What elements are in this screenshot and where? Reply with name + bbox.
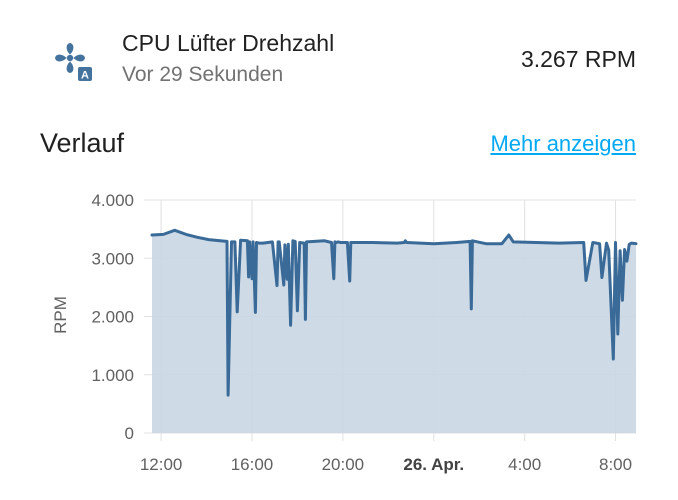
x-tick-label: 16:00	[231, 455, 274, 474]
history-title: Verlauf	[40, 128, 125, 158]
show-more-link[interactable]: Mehr anzeigen	[490, 131, 636, 156]
entity-state-value: 3.267 RPM	[520, 46, 636, 72]
y-tick-label: 3.000	[91, 249, 134, 268]
series-line	[150, 228, 638, 397]
entity-header[interactable]: A CPU Lüfter Drehzahl Vor 29 Sekunden 3.…	[0, 0, 678, 110]
y-tick-label: 2.000	[91, 308, 134, 327]
y-tick-label: 1.000	[91, 366, 134, 385]
chart-line	[150, 228, 638, 397]
svg-text:A: A	[81, 70, 89, 82]
y-tick-label: 4.000	[91, 191, 134, 210]
entity-name: CPU Lüfter Drehzahl	[122, 30, 335, 56]
y-axis-label: RPM	[51, 296, 70, 334]
history-chart[interactable]: 0 1.000 2.000 3.000 4.000 12:00 16:00 20:00 26.…	[0, 180, 678, 500]
x-tick-label: 8:00	[599, 455, 632, 474]
series-area	[152, 230, 636, 433]
x-tick-label: 20:00	[322, 455, 365, 474]
x-tick-label: 12:00	[140, 455, 183, 474]
y-axis-ticks: 0 1.000 2.000 3.000 4.000	[91, 191, 152, 443]
x-tick-label: 26. Apr.	[403, 455, 464, 474]
last-changed-time: Vor 29 Sekunden	[122, 63, 284, 86]
chart-area-fill	[152, 230, 636, 433]
fan-icon: A	[55, 43, 92, 82]
x-tick-label: 4:00	[508, 455, 541, 474]
x-axis-ticks: 12:00 16:00 20:00 26. Apr. 4:00 8:00	[140, 455, 632, 474]
y-tick-label: 0	[125, 424, 134, 443]
